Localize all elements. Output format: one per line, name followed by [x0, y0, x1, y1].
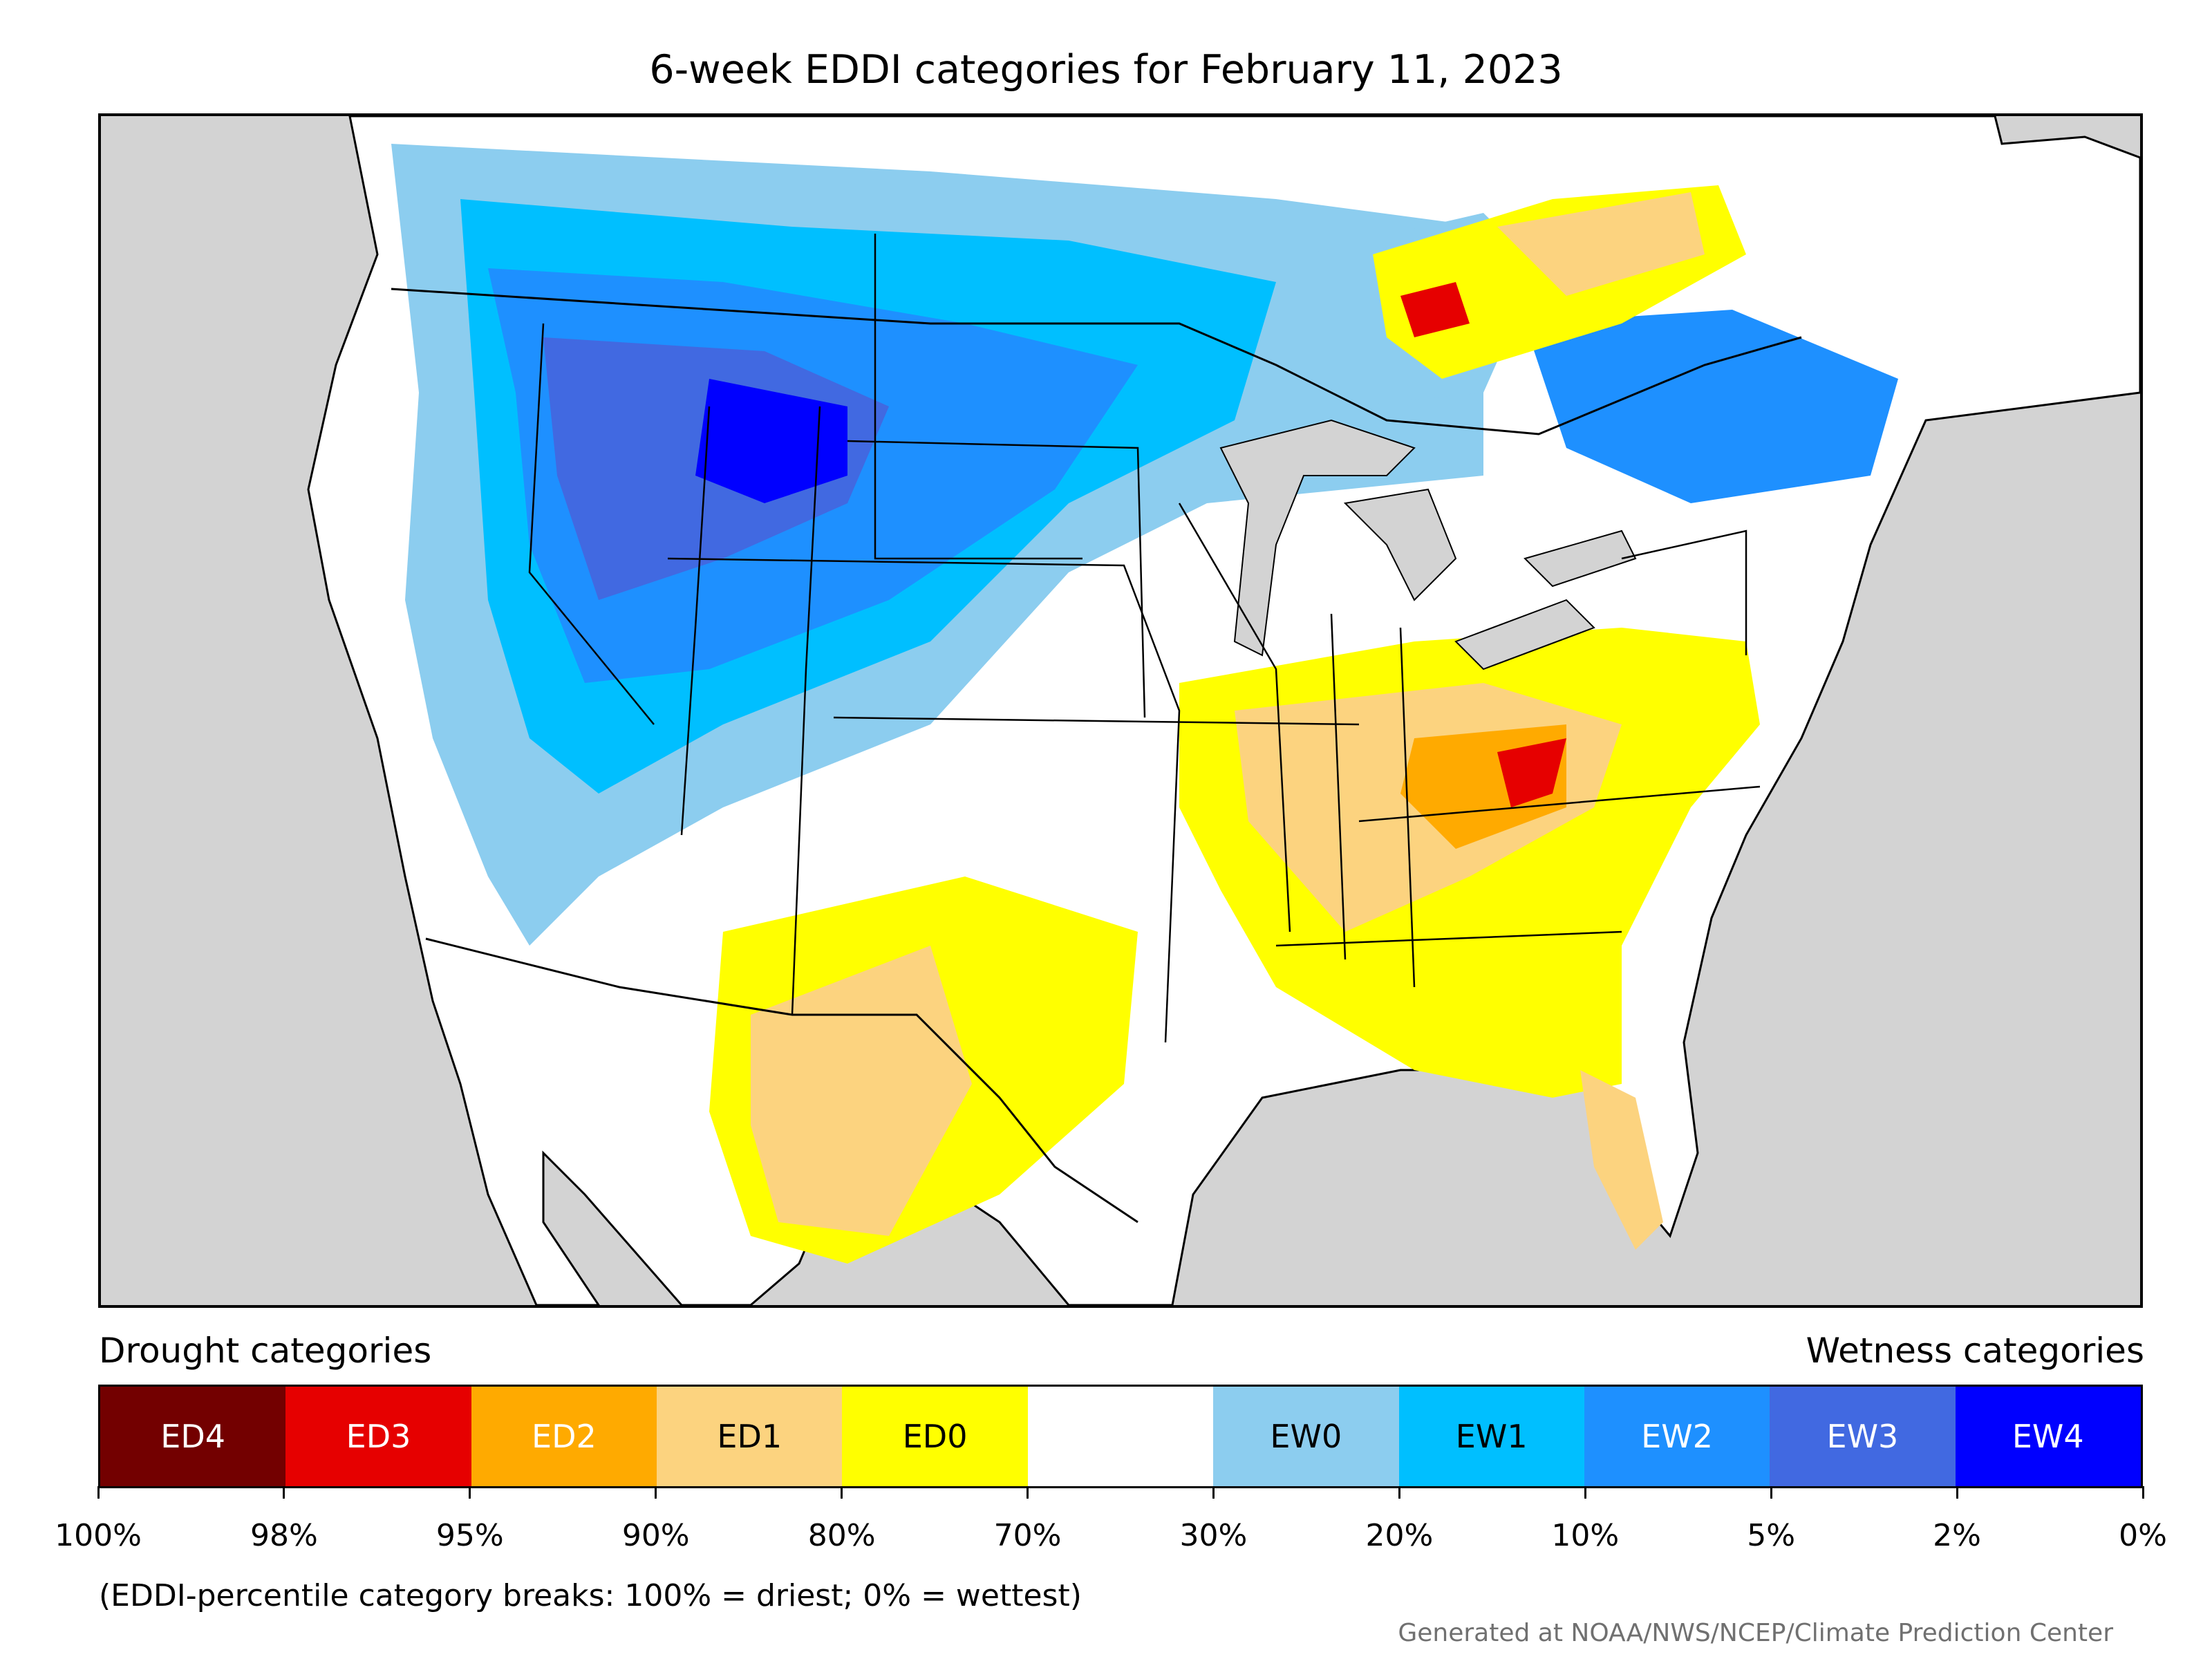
- category-swatch-ew4: EW4: [1955, 1387, 2141, 1486]
- colorbar-tick-label: 70%: [993, 1518, 1062, 1553]
- us-mexico-border: [425, 937, 1138, 1224]
- dry-region-ed3-east: [1497, 738, 1566, 807]
- colorbar-tick: [1956, 1486, 1958, 1499]
- category-swatch-ew3: EW3: [1770, 1387, 1956, 1486]
- colorbar-tick-label: 2%: [1933, 1518, 1981, 1553]
- colorbar-tick-label: 0%: [2119, 1518, 2167, 1553]
- percentile-note: (EDDI-percentile category breaks: 100% =…: [99, 1578, 1082, 1613]
- category-swatch-ed2: ED2: [471, 1387, 657, 1486]
- dry-region-ed1-southwest: [751, 946, 972, 1236]
- colorbar-tick: [841, 1486, 843, 1499]
- category-swatch-ed3: ED3: [285, 1387, 471, 1486]
- category-swatch-ed1: ED1: [657, 1387, 843, 1486]
- colorbar-tick: [655, 1486, 657, 1499]
- credit-text: Generated at NOAA/NWS/NCEP/Climate Predi…: [1398, 1619, 2113, 1647]
- category-swatch-ew0: EW0: [1213, 1387, 1399, 1486]
- state-boundaries: [528, 234, 1761, 1043]
- colorbar-tick-label: 100%: [55, 1518, 142, 1553]
- category-swatch-neutral: [1027, 1387, 1214, 1486]
- dry-region-ed1-florida: [1580, 1070, 1663, 1250]
- colorbar-tick: [97, 1486, 100, 1499]
- colorbar-tick: [1398, 1486, 1400, 1499]
- colorbar-tick: [1027, 1486, 1029, 1499]
- colorbar-tick: [2141, 1486, 2144, 1499]
- colorbar-tick-label: 20%: [1365, 1518, 1434, 1553]
- map-title: 6-week EDDI categories for February 11, …: [649, 47, 1563, 93]
- colorbar-tick: [469, 1486, 471, 1499]
- colorbar-tick-label: 80%: [807, 1518, 876, 1553]
- colorbar-tick: [283, 1486, 285, 1499]
- colorbar-tick-label: 90%: [621, 1518, 690, 1553]
- us-canada-border: [391, 288, 1802, 435]
- conus-map-graphic: [307, 116, 2140, 1305]
- dry-region-ed1-quebec: [1497, 192, 1705, 296]
- colorbar-tick: [1584, 1486, 1586, 1499]
- wet-region-ew4-west: [695, 379, 847, 503]
- category-swatch-ew1: EW1: [1398, 1387, 1584, 1486]
- wet-region-ew2-northeast: [1525, 310, 1898, 503]
- colorbar-tick-label: 95%: [435, 1518, 504, 1553]
- colorbar-tick-label: 5%: [1747, 1518, 1796, 1553]
- colorbar-ticks: [97, 1486, 2144, 1500]
- wetness-categories-heading: Wetness categories: [1806, 1331, 2144, 1371]
- colorbar-tick-label: 30%: [1179, 1518, 1248, 1553]
- drought-categories-heading: Drought categories: [99, 1331, 432, 1371]
- dry-region-ed3-ontario: [1400, 282, 1470, 337]
- category-swatch-ew2: EW2: [1584, 1387, 1770, 1486]
- colorbar-tick: [1770, 1486, 1772, 1499]
- category-swatch-ed4: ED4: [100, 1387, 286, 1486]
- colorbar-tick: [1212, 1486, 1215, 1499]
- eddi-map: [98, 113, 2143, 1308]
- colorbar-tick-label: 10%: [1551, 1518, 1620, 1553]
- great-lakes: [1219, 419, 1637, 671]
- colorbar-tick-label: 98%: [250, 1518, 318, 1553]
- category-swatch-ed0: ED0: [842, 1387, 1028, 1486]
- category-colorbar: ED4 ED3 ED2 ED1 ED0 EW0 EW1 EW2 EW3 EW4: [98, 1385, 2143, 1488]
